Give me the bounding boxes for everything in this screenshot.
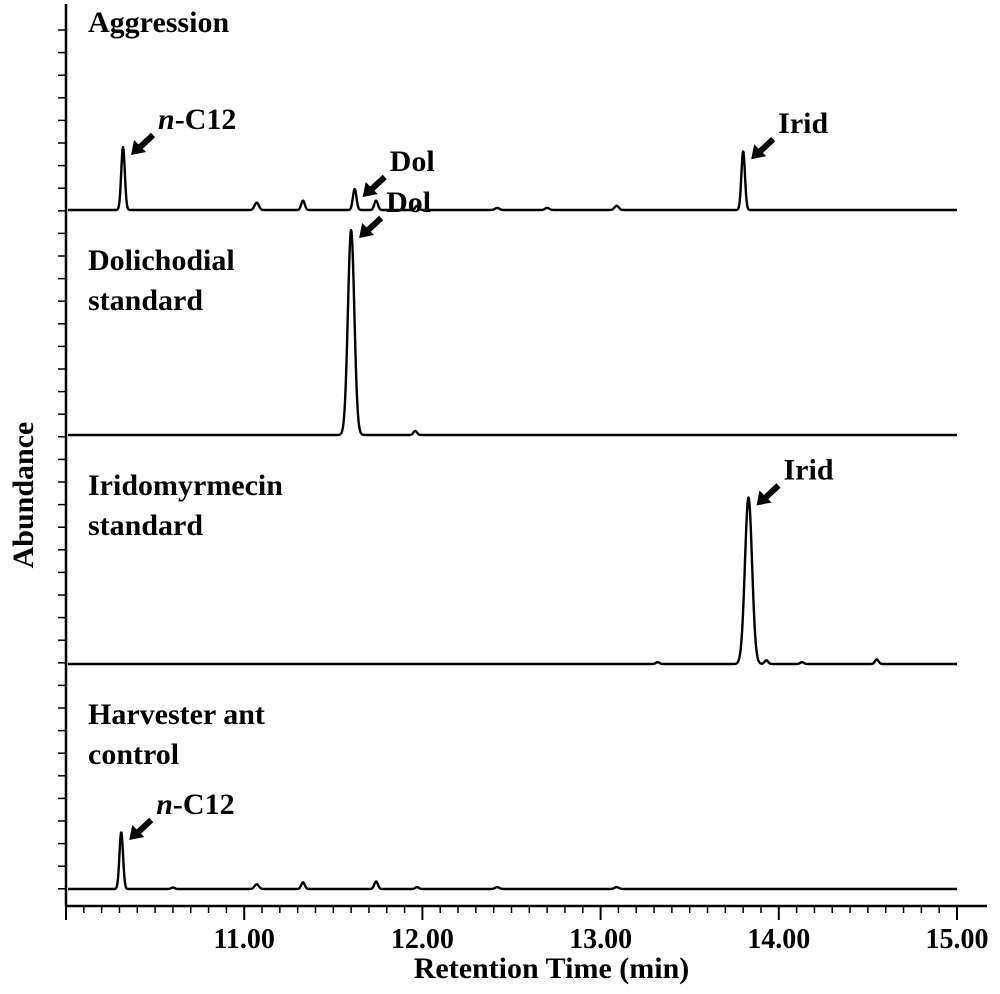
peak-label-text: -C12: [175, 103, 237, 136]
panel-title: standard: [88, 284, 203, 317]
trace-line: [67, 228, 958, 437]
trace-line: [67, 831, 958, 891]
panel-title: Iridomyrmecin: [88, 469, 283, 502]
peak-label-prefix: n: [158, 103, 175, 136]
panel-title: control: [88, 738, 179, 771]
panel-title: standard: [88, 509, 203, 542]
peak-arrowhead: [359, 223, 375, 238]
panel-title: Harvester ant: [88, 698, 265, 731]
x-tick-label: 15.00: [926, 924, 989, 955]
x-axis-title: Retention Time (min): [414, 952, 690, 985]
x-tick-label: 11.00: [213, 924, 274, 955]
trace-line: [67, 145, 958, 212]
peak-label-prefix: n: [156, 788, 173, 821]
peak-label: n-C12: [158, 103, 236, 136]
y-axis-title: Abundance: [7, 422, 40, 569]
peak-arrowhead: [362, 182, 378, 197]
peak-label: Irid: [778, 107, 828, 140]
panel-title: Dolichodial: [88, 244, 235, 277]
peak-label: n-C12: [156, 788, 234, 821]
peak-arrowhead: [129, 825, 145, 840]
x-tick-label: 12.00: [391, 924, 454, 955]
peak-label: Irid: [784, 454, 834, 487]
panel-title: Aggression: [88, 6, 229, 39]
peak-label: Dol: [386, 186, 431, 219]
peak-arrowhead: [756, 490, 772, 506]
peak-label-text: -C12: [173, 788, 235, 821]
x-tick-label: 14.00: [747, 924, 810, 955]
peak-label: Dol: [390, 145, 435, 178]
x-tick-label: 13.00: [569, 924, 632, 955]
peak-arrowhead: [751, 144, 767, 160]
peak-arrowhead: [131, 140, 147, 155]
trace-line: [67, 496, 958, 666]
